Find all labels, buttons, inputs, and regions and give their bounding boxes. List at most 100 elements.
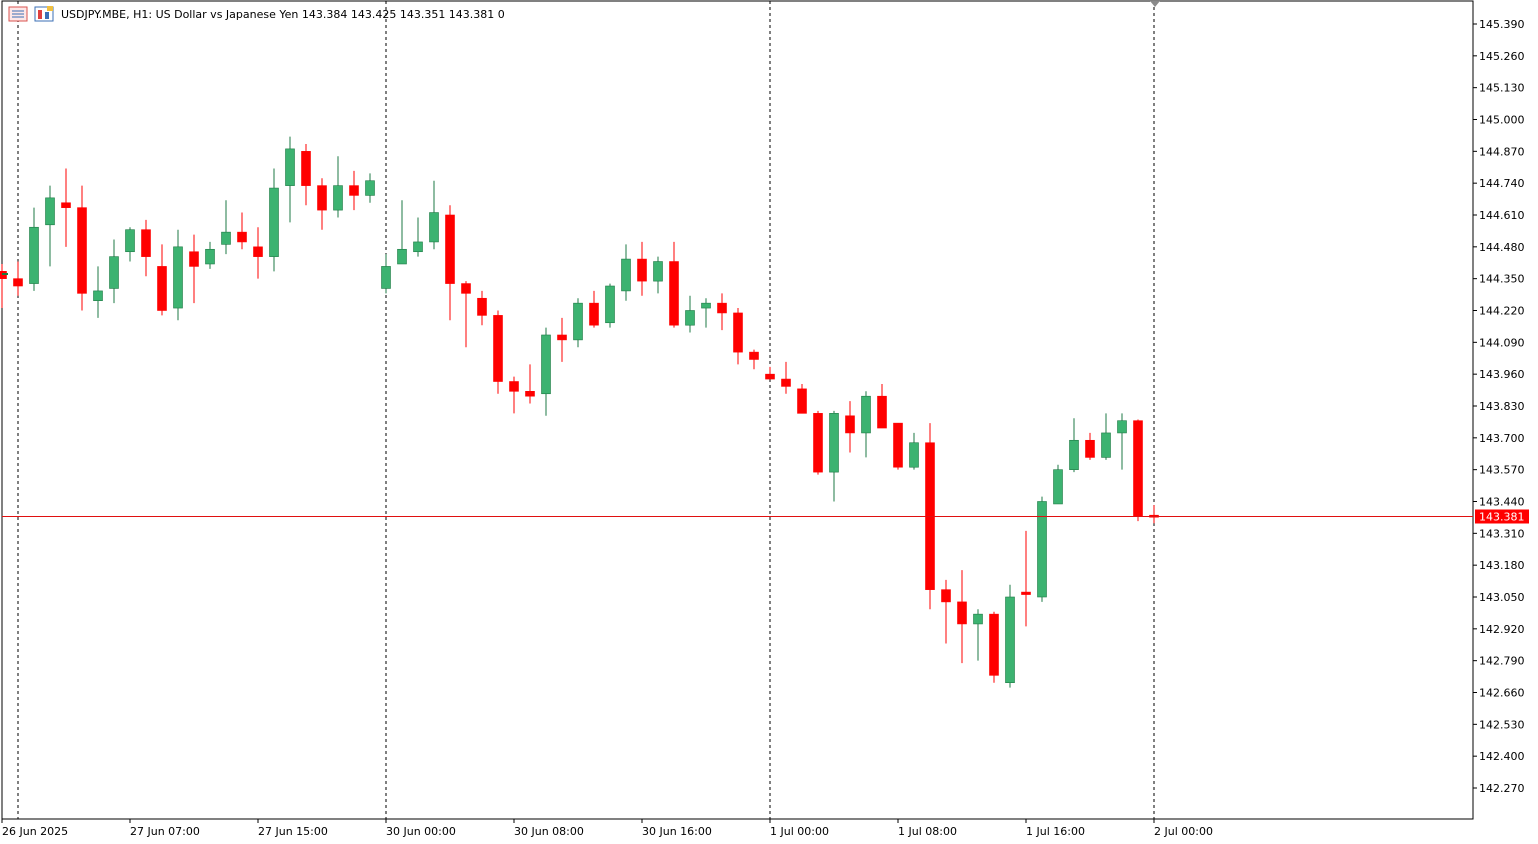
candle [221,200,231,255]
candle [77,185,87,311]
chart-shift-marker-icon[interactable] [1150,1,1160,7]
candle-body-bear [77,207,87,294]
candle-body-bear [461,283,471,294]
y-tick-label: 145.130 [1479,82,1525,95]
candle [733,308,743,365]
candle-body-bear [717,302,727,314]
y-tick-label: 142.660 [1479,687,1525,700]
candle-body-bull [1037,501,1047,598]
candle [909,432,919,470]
candle-body-bull [29,226,39,284]
candle [573,298,583,348]
y-tick-label: 143.180 [1479,559,1525,572]
candle-body-bear [189,251,199,267]
y-axis: 145.390 145.260 145.130 145.000 144.870 144.7… [1473,18,1525,795]
candle-body-bear [317,185,327,211]
candle-body-bull [397,248,407,265]
candle [1117,413,1127,470]
y-tick-label: 142.920 [1479,623,1525,636]
candles [0,136,1159,688]
candle-body-bull [285,148,295,186]
candle [861,391,871,458]
candle-body-bull [1101,432,1111,458]
candle [717,293,727,331]
candle-body-bull [45,197,55,226]
day-separators [17,1,1155,819]
candle [669,241,679,328]
candle [157,244,167,316]
y-tick-label: 144.090 [1479,336,1525,349]
candle [541,327,551,416]
candle [317,178,327,230]
candle-body-bear [13,278,23,287]
candle-body-bear [845,415,855,434]
x-tick-label: 27 Jun 15:00 [258,825,328,838]
candle [829,410,839,502]
y-tick-label: 142.530 [1479,718,1525,731]
candle-body-bull [109,256,119,289]
candle [285,136,295,223]
candle-body-bear [589,302,599,326]
candle [781,361,791,394]
candle-body-bear [813,413,823,473]
candle [237,212,247,250]
candle-body-bear [733,312,743,353]
candle-body-bear [669,261,679,326]
x-tick-label: 26 Jun 2025 [2,825,68,838]
y-tick-label: 144.350 [1479,273,1525,286]
candle-body-bull [653,261,663,282]
candle [0,263,7,309]
y-tick-label: 142.790 [1479,655,1525,668]
x-tick-label: 30 Jun 08:00 [514,825,584,838]
candle-body-bull [701,302,711,309]
candle [13,261,23,296]
x-tick-label: 30 Jun 00:00 [386,825,456,838]
candle-body-bear [877,395,887,429]
candle [653,256,663,294]
y-tick-label: 145.000 [1479,114,1525,127]
y-tick-label: 144.480 [1479,241,1525,254]
candle [269,168,279,272]
y-tick-label: 145.260 [1479,50,1525,63]
candle [589,290,599,328]
y-tick-label: 143.830 [1479,400,1525,413]
candle-body-bear [781,378,791,387]
candle-body-bear [525,391,535,397]
candle [333,156,343,218]
candle-body-bull [381,266,391,289]
chart-window-icon[interactable] [8,6,28,22]
candle [637,241,647,296]
candle-body-bull [973,613,983,625]
candle-body-bull [685,310,695,326]
candle [301,143,311,206]
y-tick-label: 143.050 [1479,591,1525,604]
candle [461,281,471,348]
candle [397,200,407,265]
candle [365,173,375,203]
candle-body-bull [621,258,631,292]
y-tick-label: 143.570 [1479,464,1525,477]
y-tick-label: 145.390 [1479,18,1525,31]
candle [1069,418,1079,473]
y-tick-label: 144.610 [1479,209,1525,222]
candle [509,376,519,414]
candle-body-bull [605,285,615,324]
candle [957,570,967,664]
candle-body-bull [909,442,919,468]
candle [429,180,439,250]
y-tick-label: 142.400 [1479,750,1525,763]
y-tick-label: 143.440 [1479,496,1525,509]
y-tick-label: 144.740 [1479,177,1525,190]
x-tick-label: 1 Jul 08:00 [898,825,957,838]
candle [1021,530,1031,627]
bid-price-tag: 143.381 [1475,509,1529,524]
candle [29,207,39,291]
candle [173,229,183,321]
candle [125,227,135,262]
candle-body-bull [221,231,231,245]
candle-body-bear [237,231,247,243]
candle [413,217,423,257]
symbol-properties-icon[interactable] [34,6,54,22]
candle [989,611,999,683]
